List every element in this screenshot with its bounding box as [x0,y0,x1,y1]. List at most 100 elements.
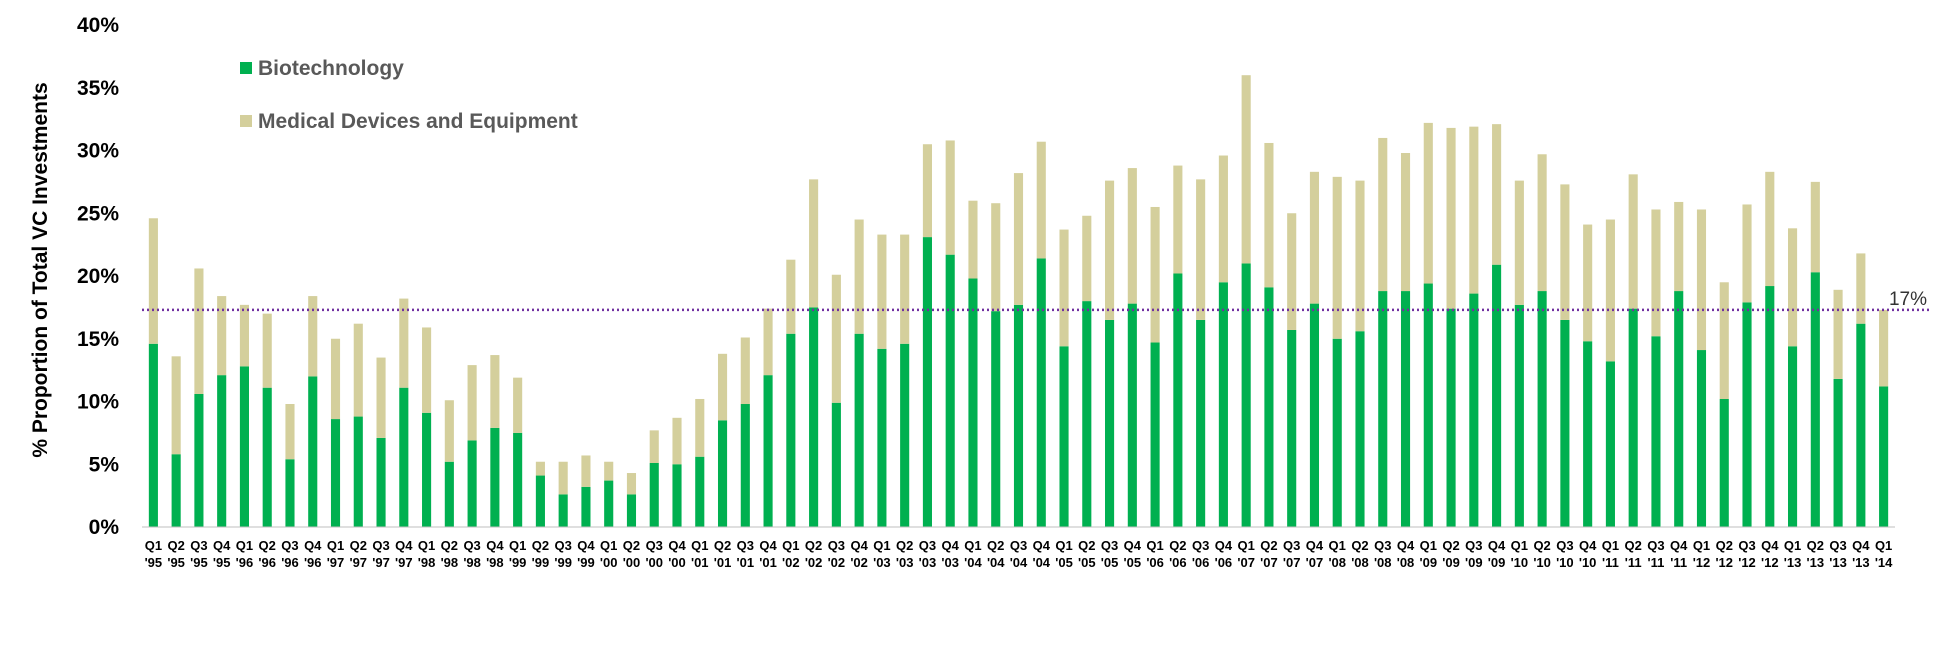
bar-biotechnology [330,419,341,527]
x-tick-label: Q1'02 [782,538,800,570]
bar-biotechnology [422,412,432,527]
x-tick-label: Q3'12 [1738,538,1756,570]
bar-biotechnology [1127,303,1137,527]
x-tick-label: Q3'07 [1283,538,1301,570]
bar-medical-devices [1241,75,1251,264]
legend-swatch-medical-devices [240,115,252,127]
bar-medical-devices [717,353,728,421]
x-tick-label: Q4'06 [1215,538,1233,570]
bar-medical-devices [672,417,682,465]
bar-medical-devices [1423,122,1433,284]
bar-biotechnology [194,393,204,527]
bar-biotechnology [900,343,910,527]
bar-biotechnology [490,427,500,527]
bar-medical-devices [1400,153,1411,292]
bar-biotechnology [1583,341,1593,527]
bar-biotechnology [1173,273,1183,527]
bar-biotechnology [945,254,955,528]
bar-biotechnology [1332,338,1342,527]
x-tick-label: Q4'12 [1761,538,1779,570]
bar-medical-devices [444,400,454,462]
x-tick-label: Q2'01 [714,538,732,570]
bar-medical-devices [740,337,750,405]
x-tick-label: Q2'04 [987,538,1005,570]
y-axis-label: % Proportion of Total VC Investments [29,82,52,457]
bar-biotechnology [1059,346,1069,527]
y-tick-label: 10% [77,391,119,414]
x-tick-label: Q3'02 [828,538,846,570]
bar-medical-devices [1082,215,1092,302]
bar-medical-devices [763,308,773,376]
bar-medical-devices [1378,137,1388,292]
x-tick-label: Q4'03 [941,538,959,570]
bar-medical-devices [535,461,545,476]
x-tick-label: Q1'09 [1420,538,1438,570]
x-tick-label: Q2'96 [258,538,276,570]
bar-medical-devices [1264,142,1274,288]
bar-biotechnology [854,333,864,527]
bar-medical-devices [945,140,955,255]
bar-medical-devices [1879,309,1889,387]
bar-medical-devices [581,455,591,487]
bar-biotechnology [1013,304,1024,527]
bar-medical-devices [490,355,500,428]
x-tick-label: Q2'05 [1078,538,1096,570]
bar-medical-devices [786,259,796,334]
bar-biotechnology [831,402,841,527]
bar-medical-devices [194,268,204,394]
bar-biotechnology [558,494,568,527]
bar-medical-devices [1013,173,1024,305]
bar-biotechnology [809,307,819,527]
x-tick-label: Q2'07 [1260,538,1278,570]
y-tick-label: 30% [77,140,119,163]
x-tick-label: Q1'99 [509,538,527,570]
legend-label-medical-devices: Medical Devices and Equipment [258,110,578,133]
bar-medical-devices [1674,201,1684,292]
bar-biotechnology [1696,350,1707,527]
bar-medical-devices [1196,179,1206,320]
bar-biotechnology [1810,272,1820,527]
x-tick-label: Q4'00 [668,538,686,570]
bar-biotechnology [148,343,158,527]
y-tick-label: 35% [77,77,119,100]
bar-medical-devices [854,219,864,334]
bar-biotechnology [1628,308,1638,527]
bar-biotechnology [1765,286,1775,527]
bar-biotechnology [1196,319,1206,527]
x-tick-label: Q4'11 [1670,538,1688,570]
bar-biotechnology [1605,361,1615,527]
bar-medical-devices [285,404,295,460]
bar-medical-devices [376,357,386,438]
x-tick-label: Q3'08 [1374,538,1392,570]
bar-biotechnology [171,454,181,527]
x-tick-label: Q2'98 [441,538,459,570]
bar-biotechnology [1492,264,1502,527]
x-tick-label: Q4'96 [304,538,322,570]
x-tick-label: Q4'08 [1397,538,1415,570]
bar-medical-devices [1719,282,1729,399]
bar-medical-devices [308,296,318,377]
bar-biotechnology [626,494,637,527]
bar-biotechnology [604,480,614,527]
bar-medical-devices [831,274,841,403]
x-tick-label: Q4'04 [1032,538,1050,570]
x-tick-label: Q3'09 [1465,538,1483,570]
bar-biotechnology [763,375,773,527]
bar-biotechnology [1105,319,1115,527]
bar-medical-devices [1583,224,1593,342]
x-tick-label: Q2'00 [623,538,641,570]
x-tick-label: Q2'99 [532,538,550,570]
x-tick-label: Q1'14 [1875,538,1893,570]
bar-medical-devices [148,218,158,344]
bar-biotechnology [1674,291,1684,527]
x-tick-label: Q1'05 [1055,538,1073,570]
x-tick-label: Q3'97 [372,538,390,570]
bar-medical-devices [467,365,477,441]
x-tick-label: Q3'03 [919,538,937,570]
x-tick-label: Q3'13 [1829,538,1847,570]
bar-biotechnology [1378,291,1388,527]
x-tick-label: Q2'97 [349,538,367,570]
bar-biotechnology [353,416,363,527]
bar-biotechnology [581,486,591,527]
